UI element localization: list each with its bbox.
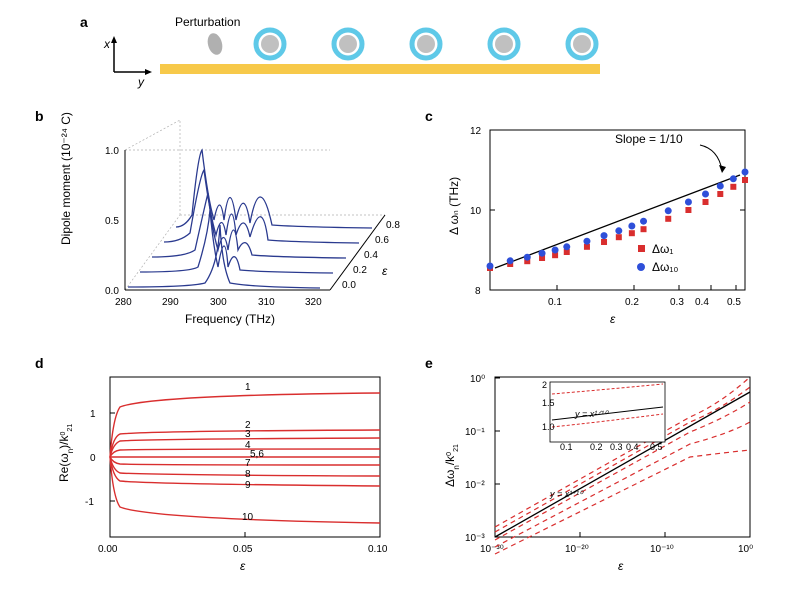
svg-text:0.5: 0.5 bbox=[105, 216, 119, 227]
svg-text:ε: ε bbox=[240, 559, 246, 573]
svg-text:12: 12 bbox=[470, 126, 482, 137]
svg-text:1.0: 1.0 bbox=[105, 146, 119, 157]
svg-text:0: 0 bbox=[90, 453, 96, 464]
svg-text:10⁻³⁰: 10⁻³⁰ bbox=[480, 544, 504, 555]
svg-text:Δωn/k021: Δωn/k021 bbox=[443, 444, 461, 487]
panel-b-label: b bbox=[35, 108, 44, 124]
svg-text:280: 280 bbox=[115, 297, 132, 308]
svg-text:10⁻¹: 10⁻¹ bbox=[465, 427, 485, 438]
svg-text:3: 3 bbox=[245, 429, 251, 440]
svg-text:10⁰: 10⁰ bbox=[738, 544, 753, 555]
svg-text:y = x¹ᐟ¹⁰: y = x¹ᐟ¹⁰ bbox=[549, 489, 584, 499]
svg-text:9: 9 bbox=[245, 480, 251, 491]
svg-text:8: 8 bbox=[245, 469, 251, 480]
svg-text:Δ ωₙ (THz): Δ ωₙ (THz) bbox=[447, 177, 461, 235]
svg-text:0.10: 0.10 bbox=[368, 544, 388, 555]
svg-text:0.4: 0.4 bbox=[364, 250, 378, 261]
svg-text:7: 7 bbox=[245, 458, 251, 469]
svg-text:0.0: 0.0 bbox=[342, 280, 356, 291]
svg-text:10⁻³: 10⁻³ bbox=[465, 533, 485, 544]
svg-text:Frequency (THz): Frequency (THz) bbox=[185, 312, 275, 326]
svg-text:0.05: 0.05 bbox=[233, 544, 253, 555]
svg-text:2: 2 bbox=[542, 380, 547, 390]
panel-a-label: a bbox=[80, 14, 88, 30]
svg-text:0.4: 0.4 bbox=[695, 297, 709, 308]
svg-text:0.2: 0.2 bbox=[590, 442, 603, 452]
svg-text:10: 10 bbox=[470, 206, 482, 217]
svg-text:-1: -1 bbox=[85, 497, 94, 508]
svg-text:0.2: 0.2 bbox=[353, 265, 367, 276]
svg-text:1: 1 bbox=[90, 409, 96, 420]
svg-text:290: 290 bbox=[162, 297, 179, 308]
svg-text:0.1: 0.1 bbox=[548, 297, 562, 308]
svg-text:10⁻²: 10⁻² bbox=[465, 480, 485, 491]
svg-text:0.6: 0.6 bbox=[375, 235, 389, 246]
svg-text:Perturbation: Perturbation bbox=[175, 15, 240, 29]
svg-text:0.4: 0.4 bbox=[626, 442, 639, 452]
svg-text:0.3: 0.3 bbox=[610, 442, 623, 452]
panel-c-chart: 8 10 12 0.1 0.2 0.3 0.4 0.5 Slope = 1/10… bbox=[440, 115, 770, 335]
panel-b-chart: 0.0 0.5 1.0 280 290 300 310 320 0.0 0.2 … bbox=[50, 115, 410, 335]
svg-text:Δω₁: Δω₁ bbox=[652, 242, 673, 256]
svg-text:10: 10 bbox=[242, 512, 254, 523]
svg-text:ε: ε bbox=[618, 559, 624, 573]
svg-text:0.5: 0.5 bbox=[727, 297, 741, 308]
panel-e-label: e bbox=[425, 355, 433, 371]
panel-d-chart: 1 0 -1 0.00 0.05 0.10 1 2 3 4 5,6 7 8 9 … bbox=[50, 362, 410, 582]
svg-text:1.5: 1.5 bbox=[542, 398, 555, 408]
svg-text:5,6: 5,6 bbox=[250, 449, 264, 460]
svg-text:1: 1 bbox=[245, 382, 251, 393]
svg-text:0.0: 0.0 bbox=[105, 286, 119, 297]
svg-text:Δω₁₀: Δω₁₀ bbox=[652, 260, 678, 274]
svg-text:10⁻²⁰: 10⁻²⁰ bbox=[565, 544, 589, 555]
panel-c-label: c bbox=[425, 108, 433, 124]
svg-text:0.1: 0.1 bbox=[560, 442, 573, 452]
svg-text:ε: ε bbox=[382, 264, 388, 278]
svg-text:0.2: 0.2 bbox=[625, 297, 639, 308]
svg-text:10⁻¹⁰: 10⁻¹⁰ bbox=[650, 544, 674, 555]
svg-text:0.3: 0.3 bbox=[670, 297, 684, 308]
svg-text:310: 310 bbox=[258, 297, 275, 308]
svg-text:320: 320 bbox=[305, 297, 322, 308]
svg-text:Dipole moment (10⁻²⁴ C): Dipole moment (10⁻²⁴ C) bbox=[59, 112, 73, 245]
panel-e-chart: 10⁻³ 10⁻² 10⁻¹ 10⁰ 10⁻³⁰ 10⁻²⁰ 10⁻¹⁰ 10⁰… bbox=[440, 362, 770, 582]
svg-text:Re(ωn)/k021: Re(ωn)/k021 bbox=[57, 424, 75, 482]
svg-text:1.0: 1.0 bbox=[542, 422, 555, 432]
panel-d-label: d bbox=[35, 355, 44, 371]
svg-text:0.00: 0.00 bbox=[98, 544, 118, 555]
svg-text:x: x bbox=[103, 37, 111, 51]
panel-a-schematic: x y Perturbation bbox=[100, 12, 640, 90]
svg-text:8: 8 bbox=[475, 286, 481, 297]
svg-text:300: 300 bbox=[210, 297, 227, 308]
svg-text:10⁰: 10⁰ bbox=[470, 374, 485, 385]
svg-text:y = x¹ᐟ¹⁰: y = x¹ᐟ¹⁰ bbox=[574, 409, 609, 419]
svg-text:y: y bbox=[137, 75, 145, 89]
svg-text:0.8: 0.8 bbox=[386, 220, 400, 231]
svg-text:Slope = 1/10: Slope = 1/10 bbox=[615, 132, 683, 146]
svg-text:ε: ε bbox=[610, 312, 616, 326]
svg-text:0.5: 0.5 bbox=[650, 442, 663, 452]
